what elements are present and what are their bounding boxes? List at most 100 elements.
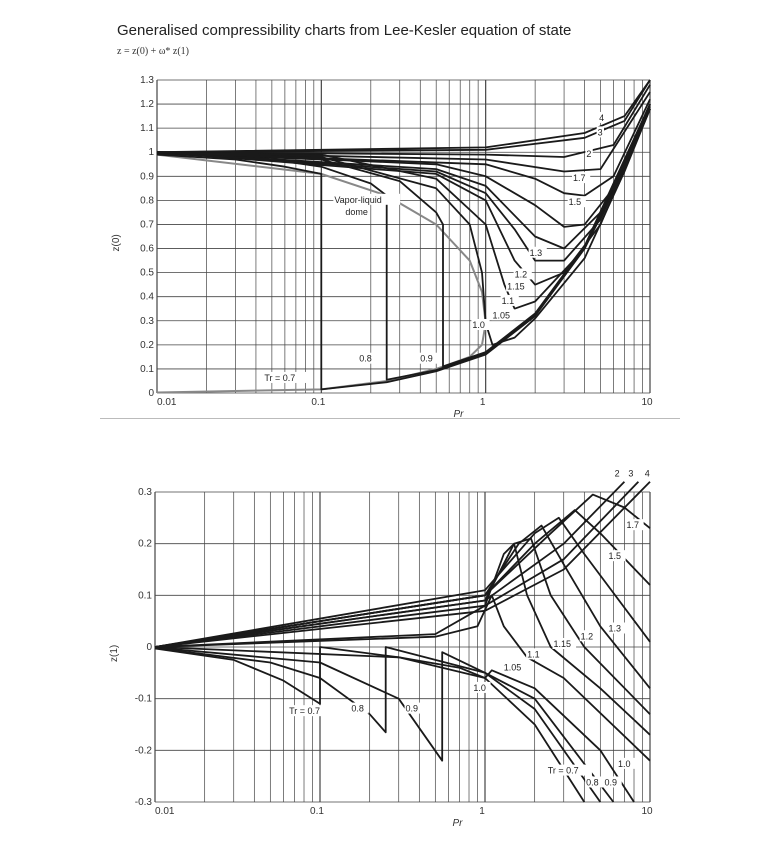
series-line-tr-1-3	[154, 516, 651, 648]
y-tick-label: 0.5	[140, 268, 154, 279]
curve-label: 2	[615, 469, 620, 479]
y-tick-label: 0	[146, 642, 152, 653]
curve-label: 0.8	[359, 354, 372, 364]
annotation-background	[585, 776, 604, 788]
series-line-tr-1-05	[154, 594, 651, 762]
curve-label: Tr = 0.7	[264, 373, 295, 383]
curve-label: 3	[598, 127, 603, 137]
y-tick-label: -0.1	[135, 694, 153, 705]
curve-label: 1.3	[608, 624, 621, 634]
curve-label: 2	[586, 149, 591, 159]
annotation-background	[643, 467, 652, 479]
curve-label: 4	[599, 113, 604, 123]
y-tick-label: -0.3	[135, 797, 153, 808]
series-line-tr-1-0	[156, 108, 651, 346]
curve-label: 0.9	[406, 704, 419, 714]
annotation-background	[472, 681, 491, 693]
series-line-tr-2	[154, 481, 626, 648]
annotation-background	[627, 467, 635, 479]
curve-label: 1.1	[502, 296, 515, 306]
annotation-background	[344, 205, 368, 217]
series-line-tr-0-7	[154, 646, 586, 803]
annotation-background	[528, 246, 547, 258]
y-tick-label: 1.2	[140, 99, 154, 110]
annotation-background	[598, 111, 606, 123]
annotation-background	[579, 630, 598, 642]
curve-label: 4	[645, 469, 650, 479]
annotation-background	[572, 172, 591, 184]
x-tick-label: 1	[480, 397, 486, 408]
annotation-background	[613, 467, 621, 479]
annotation-background	[288, 705, 334, 717]
series-line-tr-0-9	[154, 646, 615, 803]
x-tick-label: 0.01	[157, 397, 177, 408]
curve-label: 1.2	[515, 269, 528, 279]
annotation-background	[585, 148, 593, 160]
series-line-tr-0-8	[156, 103, 651, 381]
y-tick-label: 0.4	[140, 292, 154, 303]
y-tick-label: 0.2	[140, 340, 154, 351]
series-line-tr-1-7	[154, 493, 651, 648]
y-tick-label: 0.3	[140, 316, 154, 327]
divider	[100, 418, 680, 419]
y-tick-label: 1.3	[140, 75, 154, 86]
y-tick-label: 1.1	[140, 123, 154, 134]
annotation-background	[471, 318, 490, 330]
curve-label: 1.5	[608, 551, 621, 561]
annotation-background	[350, 702, 369, 714]
series-line-tr-2	[156, 84, 651, 158]
annotation-background	[526, 648, 545, 660]
series-line-tr-0-9	[156, 103, 651, 368]
annotation-background	[419, 352, 438, 364]
curve-label: 1.1	[527, 649, 540, 659]
curve-label: Tr = 0.7	[548, 766, 579, 776]
curve-label: 1.0	[618, 759, 631, 769]
y-tick-label: 0.1	[140, 364, 154, 375]
curve-label: 1.5	[569, 197, 582, 207]
series-line-tr-1-2	[154, 524, 651, 689]
y-tick-label: 0.3	[138, 487, 152, 498]
annotation-background	[625, 519, 644, 531]
y-tick-label: 0.8	[140, 195, 154, 206]
y-tick-label: 0.1	[138, 590, 152, 601]
annotation-background	[617, 757, 636, 769]
annotation-background	[607, 622, 626, 634]
curve-label: 1.15	[553, 639, 571, 649]
series-line-tr-1-15	[154, 537, 651, 715]
x-tick-label: 0.1	[310, 806, 324, 817]
curve-label: 1.0	[473, 683, 486, 693]
series-line-tr-1-15	[156, 108, 651, 262]
equation: z = z(0) + ω* z(1)	[117, 46, 189, 57]
curve-label: 0.8	[351, 704, 364, 714]
series-line-tr-3	[154, 481, 640, 648]
x-axis-label: Pr	[453, 818, 464, 829]
annotation-background	[567, 196, 586, 208]
annotation-background	[546, 764, 592, 776]
x-tick-label: 10	[641, 806, 653, 817]
curve-label: 1.05	[504, 662, 522, 672]
series-line-tr-4	[154, 481, 651, 648]
x-axis-label: Pr	[454, 409, 465, 420]
curve-label: 1.3	[530, 248, 543, 258]
annotation-background	[502, 661, 527, 673]
curve-label: 1.15	[507, 281, 525, 291]
annotation-background	[333, 193, 401, 205]
x-tick-label: 10	[641, 397, 653, 408]
annotation-background	[358, 352, 377, 364]
curve-label: 1.2	[581, 631, 594, 641]
y-tick-label: 0.9	[140, 171, 154, 182]
y-tick-label: -0.2	[135, 745, 153, 756]
curve-label: 3	[628, 469, 633, 479]
series-line-tr-1-0	[154, 646, 635, 803]
annotation-background	[263, 371, 309, 383]
series-line-tr-0-8	[154, 646, 602, 803]
y-axis-label: z(1)	[109, 645, 120, 662]
series-line-tr-1-3	[156, 103, 651, 228]
y-tick-label: 1	[148, 147, 154, 158]
series-line-tr-4	[156, 79, 651, 154]
curve-label: dome	[345, 207, 368, 217]
annotation-background	[607, 550, 626, 562]
curve-label: Vapor-liquid	[334, 195, 381, 205]
curve-label: 0.8	[586, 777, 599, 787]
annotation-background	[603, 776, 622, 788]
